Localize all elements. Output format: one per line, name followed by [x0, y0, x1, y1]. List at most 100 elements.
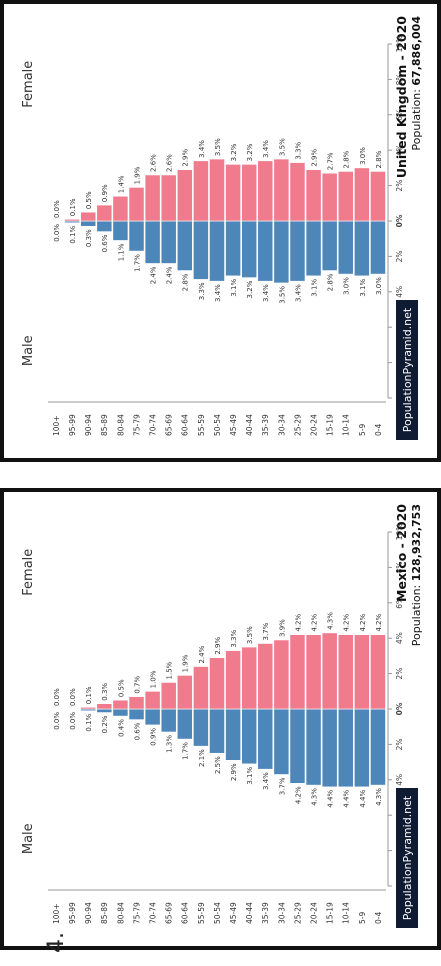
male-value-label: 3.3%: [198, 282, 206, 300]
axis-tick-label: 6%: [395, 109, 404, 121]
credit-badge: [396, 300, 418, 440]
male-bar: [225, 708, 241, 761]
male-bar: [241, 220, 258, 278]
mexico-pyramid-rotator: Male Female 100+ 0.0% 0.0% 95-99 0.0% 0.0% 90-94…: [8, 496, 428, 932]
male-value-label: 3.1%: [359, 279, 367, 297]
female-value-label: 1.9%: [133, 166, 141, 184]
axis-tick-label: 4%: [395, 632, 404, 644]
male-value-label: 0.0%: [53, 712, 61, 730]
population-value: 67,886,004: [410, 16, 423, 86]
female-value-label: 2.9%: [182, 149, 190, 167]
female-value-label: 3.7%: [262, 622, 270, 640]
female-value-label: 4.2%: [294, 614, 302, 632]
category-label: 70-74: [149, 414, 158, 436]
female-value-label: 0.1%: [85, 686, 93, 704]
male-bar: [176, 708, 193, 740]
male-bar: [305, 708, 322, 786]
male-value-label: 2.4%: [166, 266, 174, 284]
female-value-label: 4.2%: [359, 614, 367, 632]
female-bar: [354, 167, 370, 222]
category-label: 80-84: [116, 414, 125, 436]
axis-tick-label: 4%: [395, 144, 404, 156]
female-bar: [337, 171, 354, 222]
male-value-label: 1.7%: [133, 254, 141, 272]
male-bar: [370, 708, 386, 786]
female-bar: [64, 218, 80, 222]
female-bar: [160, 682, 177, 710]
male-value-label: 3.4%: [262, 772, 270, 790]
male-bar: [257, 220, 274, 282]
male-value-label: 2.5%: [214, 756, 222, 774]
category-label: 85-89: [100, 902, 109, 924]
female-bar: [305, 634, 322, 710]
male-bar: [241, 708, 258, 765]
female-bar: [48, 708, 64, 710]
male-value-label: 3.7%: [278, 777, 286, 795]
category-label: 25-29: [293, 414, 302, 436]
category-label: 0-4: [374, 912, 383, 924]
population-value: 128,932,753: [410, 504, 423, 581]
female-bar: [257, 643, 274, 710]
category-label: 50-54: [213, 902, 222, 924]
female-bar: [241, 646, 258, 710]
male-bar: [176, 220, 193, 271]
category-label: 65-69: [165, 414, 174, 436]
female-bar: [257, 160, 274, 222]
female-value-label: 1.4%: [117, 175, 125, 193]
male-bar: [337, 708, 354, 788]
male-bar: [354, 708, 370, 788]
female-bar: [193, 160, 209, 222]
male-bar: [209, 220, 225, 282]
female-value-label: 0.0%: [69, 688, 77, 706]
credit-text: PopulationPyramid.net: [401, 795, 414, 920]
female-value-label: 3.4%: [198, 140, 206, 158]
axis-tick-label: 10%: [395, 36, 404, 53]
male-bar: [337, 220, 354, 275]
female-bar: [193, 666, 209, 710]
female-value-label: 3.5%: [278, 138, 286, 156]
female-header: Female: [21, 61, 36, 108]
category-label: 45-49: [229, 902, 238, 924]
female-bar: [305, 169, 322, 222]
population-label: Population:: [410, 581, 423, 646]
category-label: 30-34: [277, 414, 286, 436]
male-value-label: 1.7%: [182, 742, 190, 760]
category-label: 10-14: [342, 414, 351, 436]
female-value-label: 3.0%: [359, 147, 367, 165]
male-bar: [321, 220, 338, 271]
male-value-label: 3.1%: [246, 767, 254, 785]
male-value-label: 0.0%: [69, 712, 77, 730]
axis-tick-label: 2%: [395, 738, 404, 750]
category-label: 65-69: [165, 902, 174, 924]
male-value-label: 3.1%: [230, 279, 238, 297]
female-value-label: 2.6%: [166, 154, 174, 172]
axis-tick-label: 8%: [395, 73, 404, 85]
female-value-label: 0.0%: [53, 200, 61, 218]
male-bar: [289, 708, 306, 784]
credit-text: PopulationPyramid.net: [401, 307, 414, 432]
female-bar: [289, 162, 306, 222]
female-bar: [128, 187, 145, 222]
axis-tick-label: 4%: [395, 286, 404, 298]
axis-tick-label: 2%: [395, 250, 404, 262]
category-label: 35-39: [261, 414, 270, 436]
male-value-label: 3.4%: [214, 284, 222, 302]
male-bar: [160, 220, 177, 264]
population-line: Population: 128,932,753: [410, 504, 423, 646]
male-value-label: 0.3%: [85, 229, 93, 247]
male-value-label: 3.1%: [310, 279, 318, 297]
male-bar: [193, 220, 209, 280]
female-bar: [209, 657, 225, 710]
female-bar: [48, 220, 64, 222]
male-value-label: 4.3%: [375, 788, 383, 806]
male-bar: [112, 220, 129, 241]
female-bar: [112, 195, 129, 222]
uk-pyramid-frame: Male Female 100+ 0.0% 0.0% 95-99 0.1% 0.1% 90-94…: [0, 0, 441, 480]
male-bar: [160, 708, 177, 733]
male-bar: [225, 220, 241, 277]
country-title: Mexico - 2020: [394, 504, 409, 602]
female-bar: [321, 632, 338, 710]
axis-tick-label: 0%: [395, 702, 404, 715]
female-value-label: 0.9%: [101, 184, 109, 202]
axis-tick-label: 6%: [395, 597, 404, 609]
